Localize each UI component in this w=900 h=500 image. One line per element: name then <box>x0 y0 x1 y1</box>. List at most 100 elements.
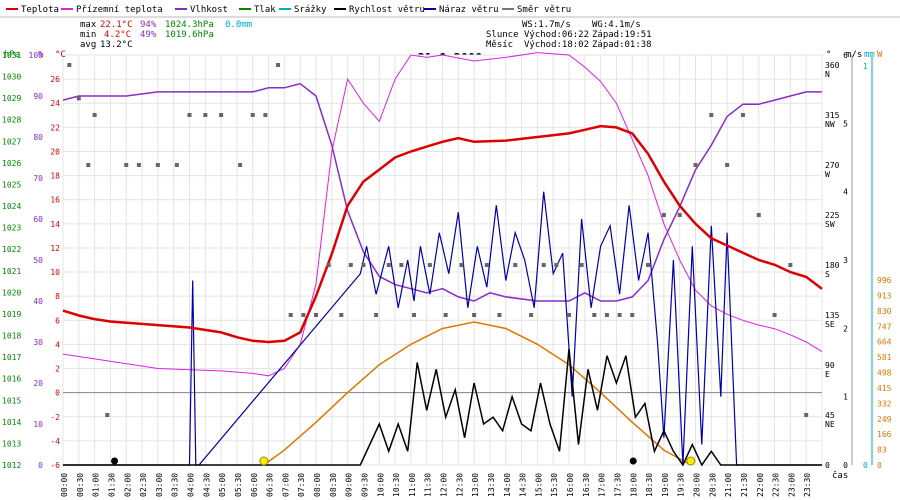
deg-tick-label: 360 <box>825 61 840 70</box>
ground-temp-line <box>62 52 823 377</box>
wind-direction-dot <box>529 313 534 317</box>
deg-dir-label: N <box>825 70 830 79</box>
wind-direction-dot <box>238 163 243 167</box>
deg-dir-label: S <box>825 270 830 279</box>
x-axis-label: čas <box>832 470 848 481</box>
legend-label-2: Vlhkost <box>190 5 228 15</box>
stats-max-label: max <box>80 20 97 30</box>
x-tick-label: 10:00 <box>376 473 385 497</box>
mm-tick-label: 0 <box>863 461 868 470</box>
ms-tick-label: 3 <box>843 256 848 265</box>
pct-tick-label: 50 <box>33 256 43 265</box>
w-tick-label: 0 <box>877 461 882 470</box>
moon-label: Měsíc <box>486 40 513 50</box>
stats-min-press: 1019.6hPa <box>165 30 214 40</box>
x-tick-label: 11:30 <box>424 473 433 497</box>
hpa-tick-label: 1019 <box>2 310 21 319</box>
wind-direction-dot <box>772 313 777 317</box>
deg-tick-label: 315 <box>825 111 840 120</box>
legend-label-4: Srážky <box>294 5 327 15</box>
hpa-tick-label: 1018 <box>2 332 21 341</box>
wind-direction-dot <box>725 163 730 167</box>
sun-label: Slunce <box>486 30 519 40</box>
temp-tick-label: 12 <box>50 244 60 253</box>
x-tick-label: 08:30 <box>329 473 338 497</box>
wind-direction-dot <box>155 163 160 167</box>
hpa-tick-label: 1024 <box>2 202 21 211</box>
wind-direction-dot <box>412 313 417 317</box>
x-tick-label: 06:30 <box>266 473 275 497</box>
x-tick-label: 02:30 <box>139 473 148 497</box>
hpa-tick-label: 1015 <box>2 396 21 405</box>
pct-tick-label: 70 <box>33 174 43 183</box>
w-tick-label: 664 <box>877 338 892 347</box>
x-tick-label: 21:00 <box>724 473 733 497</box>
x-tick-label: 22:30 <box>772 473 781 497</box>
x-tick-label: 23:30 <box>803 473 812 497</box>
hpa-tick-label: 1029 <box>2 94 21 103</box>
pct-tick-label: 0 <box>38 461 43 470</box>
wind-direction-dot <box>361 263 366 267</box>
hpa-tick-label: 1013 <box>2 439 21 448</box>
hpa-tick-label: 1014 <box>2 418 21 427</box>
temp-tick-label: -4 <box>50 437 60 446</box>
x-tick-label: 06:00 <box>250 473 259 497</box>
x-tick-label: 09:00 <box>345 473 354 497</box>
solar-radiation-line <box>263 321 692 466</box>
deg-dir-label: NE <box>825 420 835 429</box>
wind-direction-dot <box>646 263 651 267</box>
hpa-tick-label: 1027 <box>2 137 21 146</box>
x-tick-label: 13:00 <box>471 473 480 497</box>
x-tick-label: 09:30 <box>360 473 369 497</box>
x-tick-label: 19:30 <box>677 473 686 497</box>
x-tick-label: 16:00 <box>566 473 575 497</box>
x-tick-label: 21:30 <box>740 473 749 497</box>
axis-w-title: W <box>877 50 883 60</box>
ms-tick-label: 4 <box>843 188 848 197</box>
hpa-tick-label: 1030 <box>2 73 21 82</box>
w-tick-label: 249 <box>877 415 892 424</box>
x-tick-label: 23:00 <box>787 473 796 497</box>
wind-direction-dot <box>339 313 344 317</box>
stats-max-temp: 22.1°C <box>100 20 133 30</box>
deg-tick-label: 90 <box>825 361 835 370</box>
w-tick-label: 996 <box>877 276 892 285</box>
humidity-line <box>62 82 822 302</box>
wind-direction-dot <box>459 263 464 267</box>
temp-tick-label: 4 <box>55 340 60 349</box>
x-tick-label: 20:30 <box>708 473 717 497</box>
wind-direction-dot <box>630 313 635 317</box>
temp-tick-label: 0 <box>55 389 60 398</box>
x-tick-label: 12:30 <box>455 473 464 497</box>
x-tick-label: 05:30 <box>234 473 243 497</box>
wind-direction-dot <box>497 313 502 317</box>
x-tick-label: 17:30 <box>613 473 622 497</box>
hpa-tick-label: 1023 <box>2 224 21 233</box>
x-tick-label: 15:30 <box>550 473 559 497</box>
x-tick-label: 16:30 <box>582 473 591 497</box>
legend-label-5: Rychlost větru <box>349 5 425 15</box>
wind-direction-dot <box>203 113 208 117</box>
deg-dir-label: W <box>825 170 830 179</box>
ms-tick-label: 5 <box>843 119 848 128</box>
w-tick-label: 581 <box>877 353 892 362</box>
wind-direction-dot <box>326 263 331 267</box>
deg-dir-label: NW <box>825 120 835 129</box>
x-tick-label: 04:30 <box>202 473 211 497</box>
wind-direction-dot <box>541 263 546 267</box>
w-tick-label: 498 <box>877 369 892 378</box>
x-tick-label: 03:00 <box>155 473 164 497</box>
deg-tick-label: 0 <box>825 461 830 470</box>
ms-tick-label: 2 <box>843 324 848 333</box>
deg-tick-label: 180 <box>825 261 840 270</box>
deg-tick-label: 45 <box>825 411 835 420</box>
axis-deg-title: ° <box>826 50 831 60</box>
hpa-tick-label: 1022 <box>2 245 21 254</box>
ms-tick-label: 6 <box>843 51 848 60</box>
x-tick-label: 17:00 <box>598 473 607 497</box>
pct-tick-label: 10 <box>33 420 43 429</box>
pct-tick-label: 90 <box>33 92 43 101</box>
stats-avg-temp: 13.2°C <box>100 40 133 50</box>
wind-direction-dot <box>677 213 682 217</box>
w-tick-label: 166 <box>877 430 892 439</box>
